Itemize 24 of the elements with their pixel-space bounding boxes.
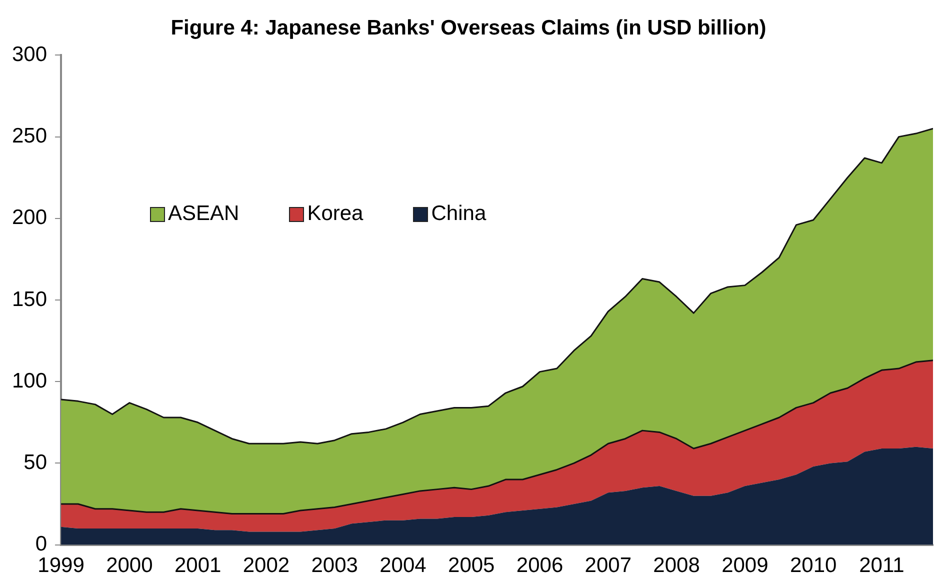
x-tick-label: 2009: [722, 554, 768, 578]
x-tick-label: 2005: [448, 554, 495, 578]
legend-label: ASEAN: [168, 202, 240, 226]
x-tick-label: 2010: [790, 554, 837, 578]
legend-label: China: [431, 202, 486, 226]
x-tick-label: 2000: [106, 554, 153, 578]
y-tick-label: 300: [12, 42, 48, 66]
x-tick-label: 2004: [380, 554, 427, 578]
chart-title: Figure 4: Japanese Banks' Overseas Claims (in USD billion): [170, 16, 766, 40]
y-tick-label: 200: [12, 206, 48, 230]
legend-label: Korea: [307, 202, 364, 226]
y-tick-label: 0: [35, 532, 48, 556]
x-tick-label: 2011: [859, 554, 904, 578]
y-tick-label: 100: [12, 369, 48, 392]
y-tick-label: 250: [12, 124, 48, 148]
x-tick-label: 2001: [174, 554, 222, 578]
x-tick-label: 2002: [242, 554, 290, 578]
y-tick-label: 50: [24, 450, 48, 474]
x-tick-label: 2007: [584, 554, 632, 578]
x-tick-label: 2003: [311, 554, 358, 578]
x-tick-label: 1999: [38, 554, 84, 578]
x-tick-label: 2006: [516, 554, 564, 578]
y-tick-label: 150: [12, 288, 48, 311]
x-tick-label: 2008: [653, 554, 700, 578]
